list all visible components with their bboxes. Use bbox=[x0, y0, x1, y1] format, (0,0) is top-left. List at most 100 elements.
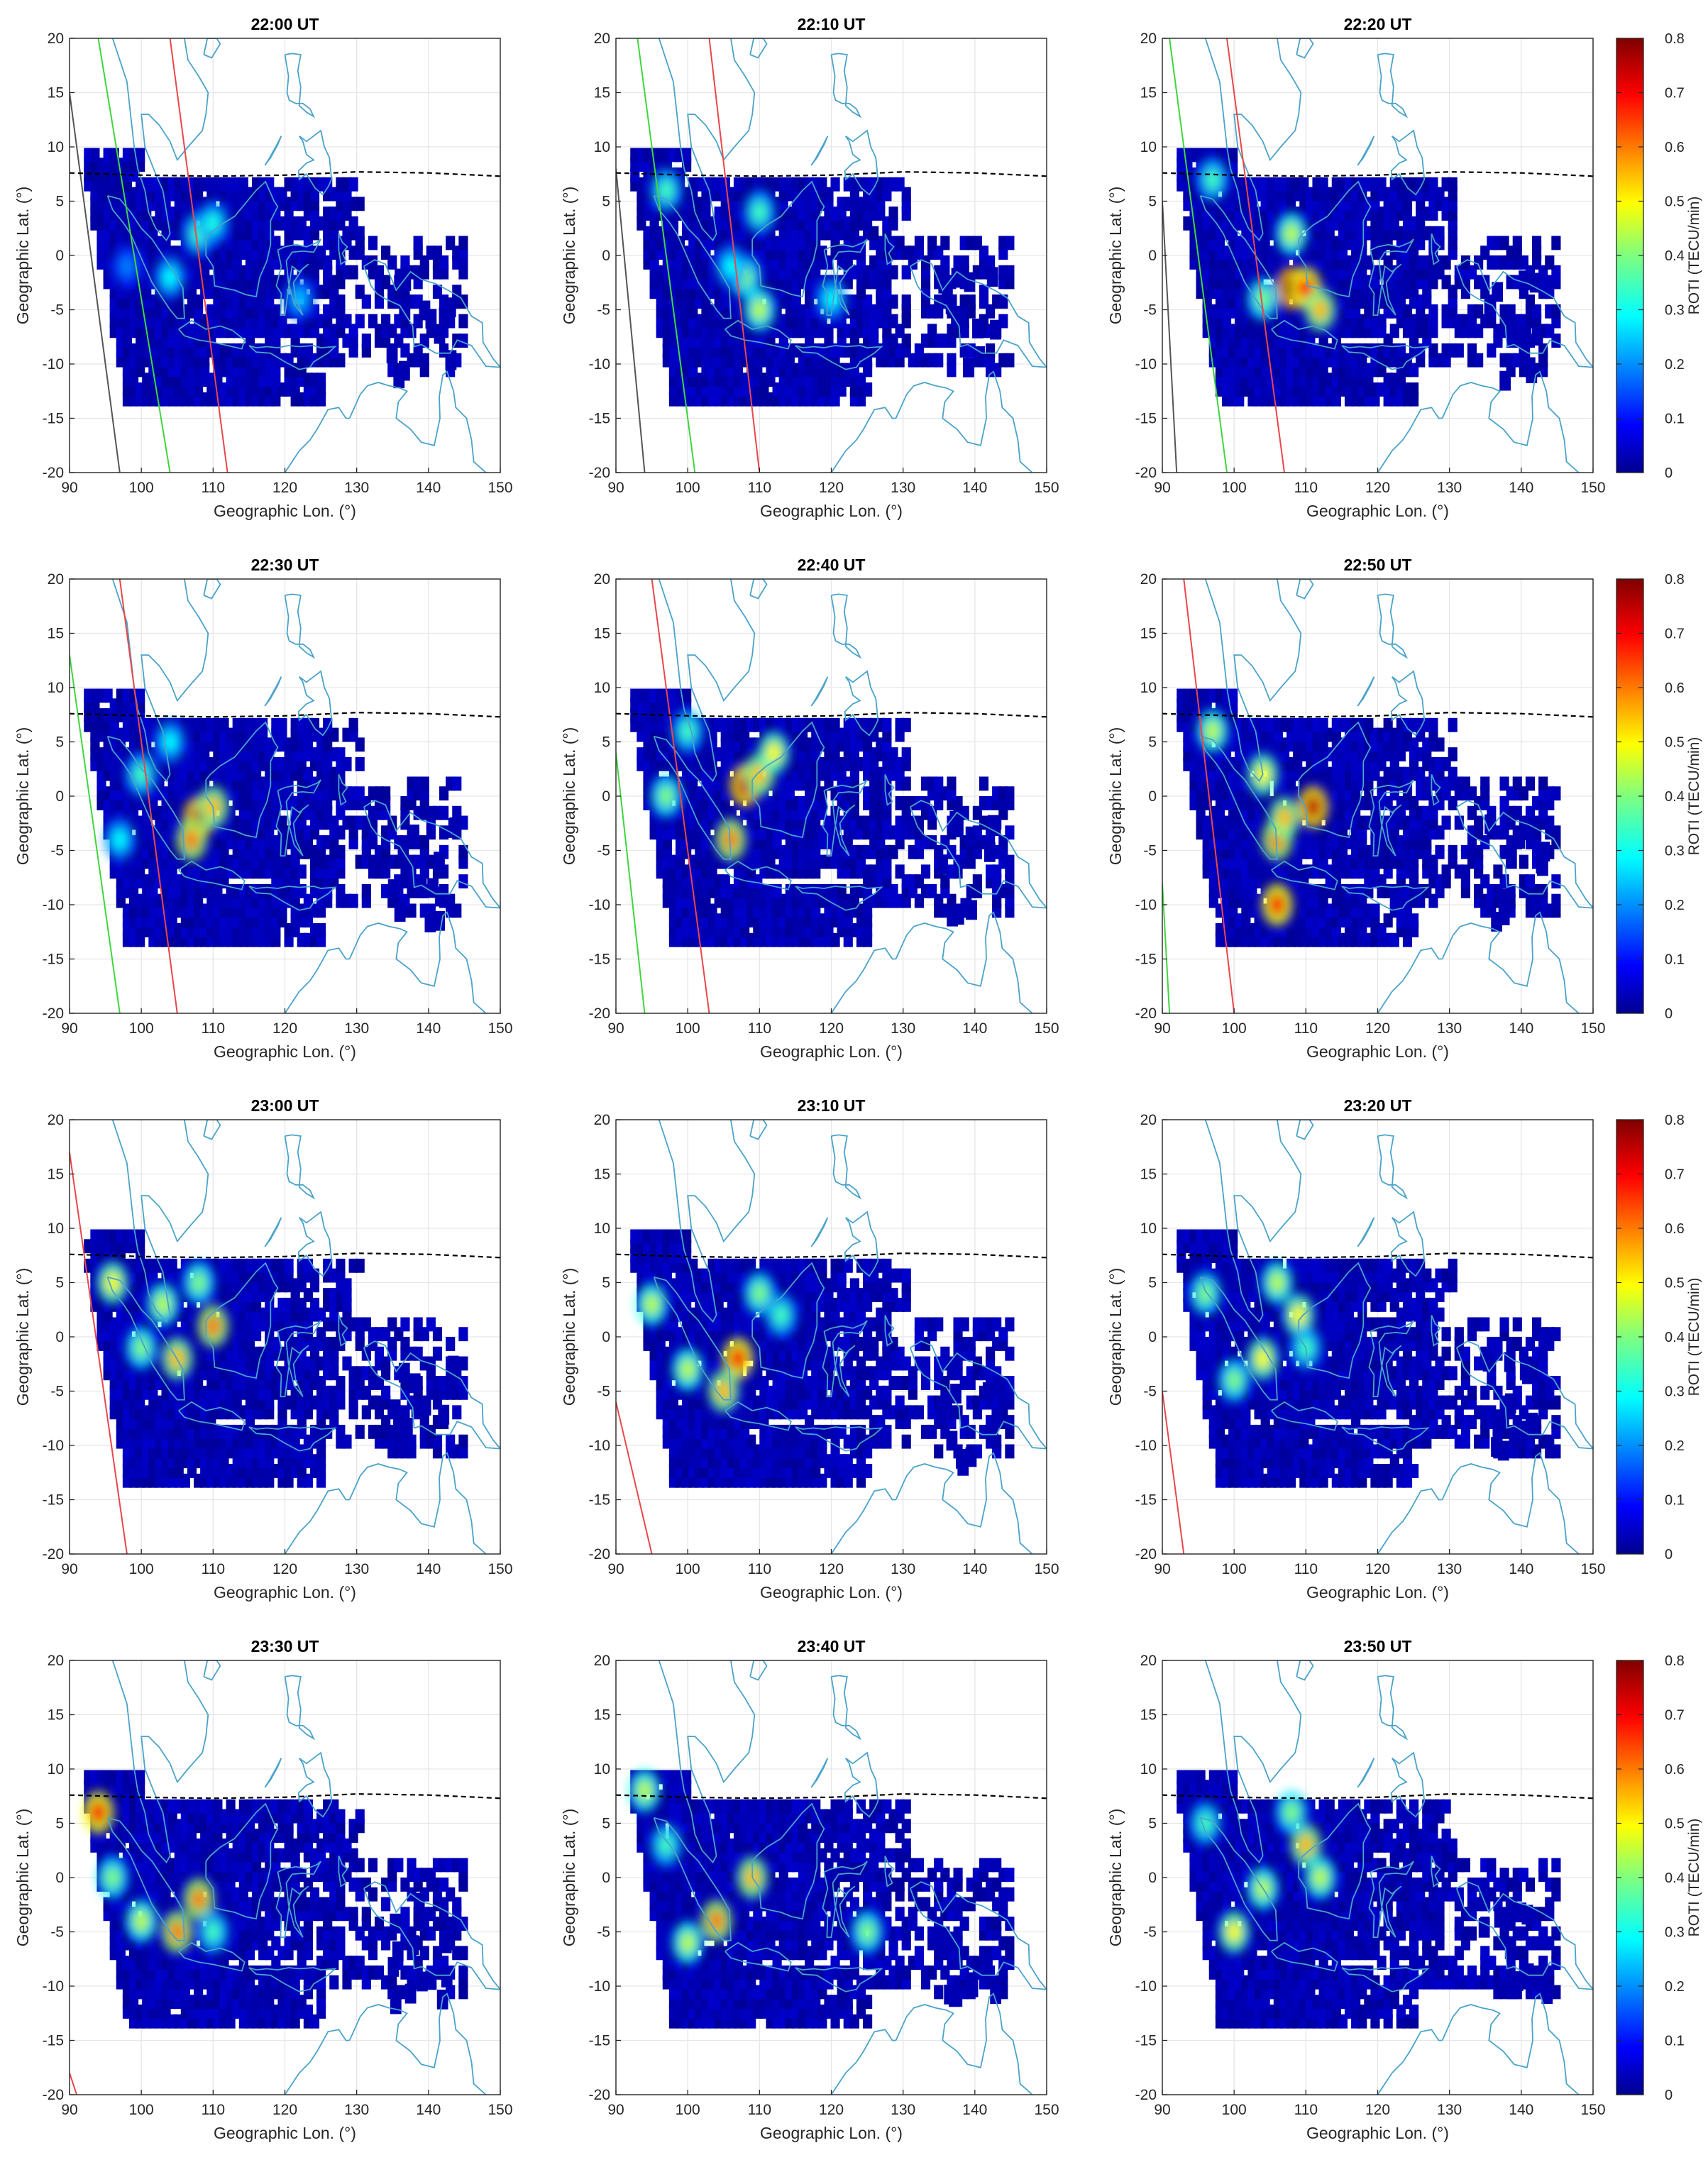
coastline-path bbox=[338, 233, 348, 265]
coastline-path bbox=[338, 774, 348, 806]
y-axis-label: Geographic Lat. (°) bbox=[560, 727, 578, 866]
roti-cell bbox=[927, 324, 937, 338]
roti-cell bbox=[238, 177, 248, 192]
roti-cell bbox=[937, 854, 949, 875]
roti-cell bbox=[336, 747, 346, 762]
roti-hotspot bbox=[722, 829, 739, 851]
coastline-path bbox=[363, 259, 500, 368]
y-tick-label: 5 bbox=[55, 194, 64, 210]
y-tick-label: 5 bbox=[1148, 194, 1157, 210]
x-tick-label: 120 bbox=[272, 480, 297, 496]
roti-cell bbox=[309, 717, 320, 732]
x-tick-label: 100 bbox=[676, 480, 700, 496]
roti-cell bbox=[348, 893, 358, 908]
roti-cell bbox=[387, 879, 400, 899]
y-tick-label: 10 bbox=[48, 139, 64, 155]
y-tick-label: 20 bbox=[594, 571, 610, 588]
roti-cell bbox=[895, 177, 905, 192]
roti-cell bbox=[419, 776, 429, 791]
coastline-path bbox=[724, 319, 792, 350]
coastline bbox=[106, 38, 500, 473]
terminator-line-red bbox=[169, 38, 228, 473]
x-axis-label: Geographic Lon. (°) bbox=[1306, 502, 1449, 520]
roti-cell bbox=[882, 717, 892, 732]
roti-cell bbox=[439, 805, 449, 820]
roti-cell bbox=[361, 883, 371, 898]
roti-cell bbox=[316, 373, 326, 387]
y-tick-label: 15 bbox=[1140, 85, 1157, 101]
coastline-path bbox=[284, 53, 316, 119]
x-tick-label: 150 bbox=[487, 1020, 512, 1037]
roti-cell bbox=[277, 717, 287, 732]
coastline-path bbox=[1377, 53, 1409, 119]
y-tick-label: -15 bbox=[43, 952, 64, 968]
y-tick-label: -10 bbox=[1135, 356, 1157, 373]
roti-cell bbox=[413, 236, 423, 250]
y-tick-label: 15 bbox=[48, 85, 64, 101]
roti-cell bbox=[449, 817, 461, 837]
roti-cell bbox=[368, 314, 378, 329]
coastline-path bbox=[1341, 345, 1430, 370]
y-tick-label: 20 bbox=[1140, 31, 1157, 47]
y-tick-label: -15 bbox=[1135, 411, 1157, 427]
roti-cell bbox=[895, 236, 905, 250]
roti-cell bbox=[355, 314, 365, 329]
roti-cell bbox=[979, 776, 989, 791]
coastline-path bbox=[658, 579, 756, 783]
coastline-path bbox=[909, 259, 1047, 368]
terminator-lines bbox=[70, 579, 178, 1013]
x-tick-label: 110 bbox=[202, 1020, 225, 1037]
roti-hotspots bbox=[1196, 158, 1336, 331]
coastline-path bbox=[284, 593, 316, 659]
roti-cell bbox=[348, 717, 358, 732]
y-tick-label: 15 bbox=[594, 85, 610, 101]
x-tick-label: 130 bbox=[891, 1020, 915, 1037]
roti-cell bbox=[434, 910, 445, 931]
roti-cell bbox=[136, 688, 145, 703]
y-tick-label: 15 bbox=[48, 626, 64, 642]
roti-cell bbox=[348, 265, 358, 280]
terminator-line-red bbox=[651, 579, 710, 1013]
roti-data bbox=[630, 688, 1015, 947]
roti-cell bbox=[424, 913, 436, 932]
coastline-path bbox=[830, 593, 862, 659]
magnetic-equator bbox=[70, 712, 500, 718]
y-tick-label: -20 bbox=[1135, 465, 1157, 481]
roti-data bbox=[630, 148, 1015, 407]
roti-cell bbox=[1005, 236, 1015, 250]
roti-cell bbox=[400, 255, 410, 270]
coastline-path bbox=[264, 136, 282, 166]
y-tick-label: 20 bbox=[48, 31, 64, 47]
map-panel: 90 100 110 120 130 140 150-20-15-10-505101520G… bbox=[560, 556, 1059, 1061]
x-tick-label: 120 bbox=[272, 1020, 297, 1037]
roti-cell bbox=[136, 148, 145, 162]
coastline-path bbox=[284, 947, 350, 1013]
roti-cell bbox=[989, 816, 1001, 837]
roti-cell bbox=[959, 255, 969, 270]
roti-cell bbox=[1506, 304, 1516, 319]
coastline bbox=[106, 579, 500, 1013]
y-tick-label: -15 bbox=[43, 411, 64, 427]
y-axis-label: Geographic Lat. (°) bbox=[13, 727, 32, 866]
roti-cell bbox=[1454, 343, 1464, 358]
roti-cell bbox=[1513, 328, 1525, 348]
coastline-path bbox=[895, 911, 1033, 1013]
terminator-line-gray bbox=[1162, 201, 1178, 473]
x-axis-label: Geographic Lon. (°) bbox=[214, 1042, 356, 1061]
x-tick-label: 100 bbox=[129, 1020, 154, 1037]
coastline-path bbox=[1368, 238, 1414, 316]
roti-cell bbox=[1519, 270, 1530, 291]
roti-cell bbox=[393, 368, 405, 389]
y-tick-label: 10 bbox=[594, 139, 610, 155]
y-tick-label: 0 bbox=[602, 248, 610, 264]
roti-data bbox=[84, 688, 468, 947]
x-axis-label: Geographic Lon. (°) bbox=[760, 1042, 903, 1061]
roti-cell bbox=[966, 294, 976, 309]
roti-cell bbox=[355, 756, 365, 771]
y-tick-label: -15 bbox=[589, 952, 610, 968]
magnetic-equator bbox=[70, 171, 500, 177]
roti-cell bbox=[1467, 343, 1477, 358]
roti-cell bbox=[316, 923, 326, 937]
coastline-path bbox=[810, 676, 829, 707]
roti-cell bbox=[979, 285, 989, 299]
